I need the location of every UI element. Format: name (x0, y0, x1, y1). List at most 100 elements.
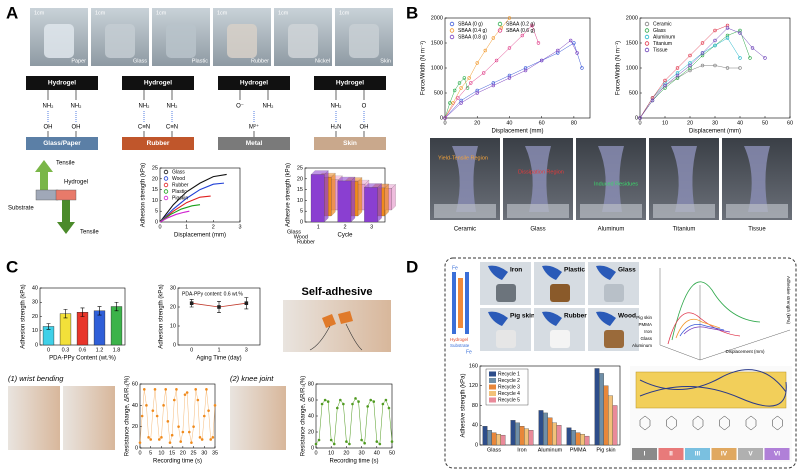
x-tick-label: 10 (662, 120, 668, 126)
x-tick-label: 20 (687, 120, 693, 126)
y-tick-label: 0 (311, 445, 314, 451)
panel-letter: C (6, 257, 18, 276)
photo-label: Glass (133, 58, 147, 64)
point (189, 301, 194, 305)
y-tick-label: 10 (170, 323, 176, 329)
point (448, 101, 452, 105)
substrate-group: H₂N (331, 125, 342, 131)
point (185, 391, 189, 394)
legend-label: Aluminum (653, 34, 675, 40)
point (539, 58, 544, 63)
x-tick-label: 1 (185, 224, 188, 230)
x-tick-label: 50 (389, 450, 395, 456)
y-tick-label: 1500 (626, 40, 638, 46)
caption: (2) knee joint (230, 374, 274, 383)
legend-label: Glass (172, 169, 185, 175)
annotation: Induced Residues (594, 181, 638, 187)
bar (59, 313, 72, 346)
point (207, 409, 210, 412)
point (369, 398, 373, 402)
x-axis-label: Recording time (s) (153, 459, 202, 465)
point (556, 51, 560, 55)
x-tick-label: 15 (169, 450, 175, 456)
point (491, 83, 496, 88)
point (568, 38, 573, 43)
legend-label: Recycle 4 (498, 391, 520, 397)
point (650, 98, 655, 103)
point (675, 73, 680, 78)
glove (596, 265, 616, 280)
y-axis-label: Force/Width (N m⁻¹) (616, 41, 622, 95)
y-tick-label: 0 (475, 442, 478, 448)
legend-swatch (489, 371, 496, 377)
point (456, 96, 460, 100)
scale-label: 1cm (156, 10, 167, 16)
x-axis-label: Displacement (mm) (174, 233, 226, 239)
substrate-block (26, 137, 98, 150)
x-tick-label: 3 (238, 224, 241, 230)
point (194, 388, 198, 391)
molecule (719, 415, 730, 431)
photo-object (44, 24, 74, 58)
line (444, 25, 539, 119)
point (177, 425, 180, 428)
substrate-group: OH (72, 125, 81, 131)
hydrogel-strip (744, 146, 770, 212)
substrate (580, 204, 642, 218)
photo-object (105, 24, 135, 58)
substrate-group: OH (44, 125, 53, 131)
fe-label: Fe (452, 265, 458, 271)
error-bar (80, 307, 85, 317)
photo-label: Aluminum (598, 227, 625, 233)
y-tick-label: 15 (297, 187, 303, 193)
point (384, 398, 388, 402)
bar (93, 310, 106, 346)
x-tick-label: 20 (474, 120, 480, 126)
bar (524, 428, 529, 446)
point (202, 414, 206, 418)
point (700, 41, 705, 45)
group-label: O (362, 104, 367, 110)
x-tick-label: 1.8 (113, 347, 121, 353)
annotation: Yield-Tensile Region (438, 155, 488, 161)
x-tick-label: 0.3 (62, 347, 70, 353)
point (663, 83, 667, 88)
legend-label: Plastic (172, 189, 187, 195)
x-tick-label: Iron (517, 447, 526, 453)
legend-label: Titanium (653, 41, 672, 47)
x-axis-label: Recording time (s) (329, 459, 378, 465)
x-tick-label: 80 (571, 120, 577, 126)
substrate-label: Skin (343, 140, 357, 147)
point (580, 66, 584, 70)
mode-block (632, 448, 657, 460)
point (491, 81, 496, 85)
point (462, 76, 467, 80)
point (556, 48, 560, 53)
point (211, 436, 215, 439)
point (700, 51, 705, 55)
point (387, 406, 391, 410)
legend-marker (163, 195, 169, 201)
legend-marker (497, 21, 503, 27)
hydrogel-strip (525, 146, 551, 212)
mode-label: IV (721, 451, 728, 458)
plot-frame (139, 383, 216, 449)
point (675, 66, 680, 70)
point (750, 46, 755, 50)
curve-3d (667, 312, 741, 345)
legend-label: Recycle 5 (498, 397, 520, 403)
point (378, 442, 382, 446)
line (639, 30, 751, 119)
photo-label: Rubber (251, 58, 269, 64)
x-tick-label: 3 (245, 347, 248, 353)
glove (542, 265, 562, 280)
substrate-block (122, 137, 194, 150)
legend-swatch (489, 391, 496, 396)
x-axis-label: Displacement (mm) (689, 129, 741, 135)
point (457, 81, 462, 85)
y-axis-label: Force/Width (N m⁻¹) (421, 41, 427, 95)
bar-side (391, 184, 396, 211)
point (738, 31, 742, 35)
point (326, 400, 330, 403)
